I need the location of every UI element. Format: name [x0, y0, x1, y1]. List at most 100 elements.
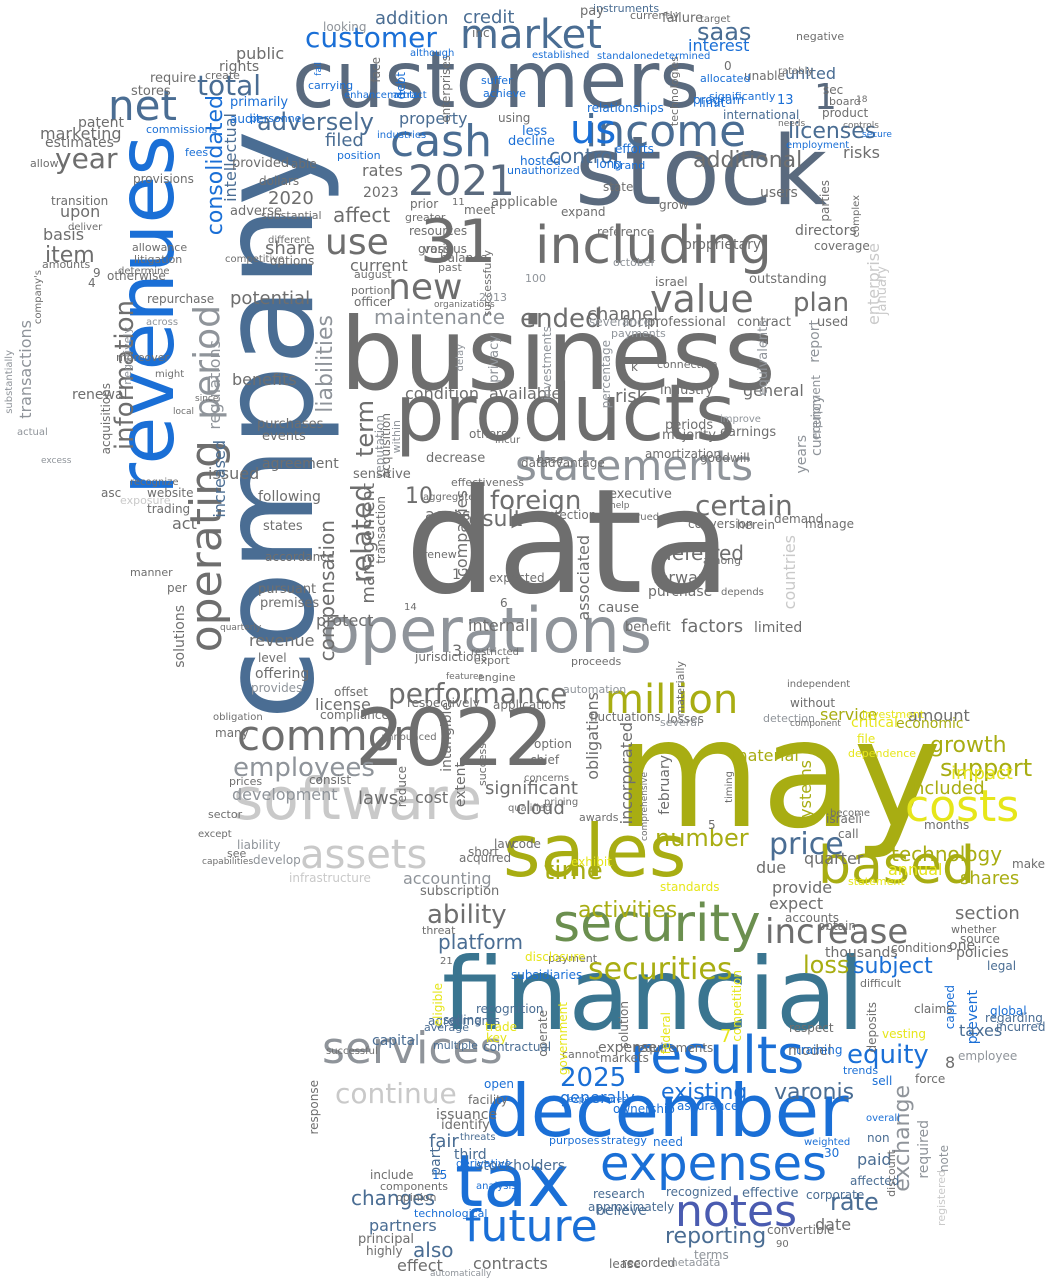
cloud-word: allocated	[700, 72, 751, 85]
cloud-word: discount	[885, 1150, 898, 1197]
cloud-word: lease	[609, 1257, 641, 1271]
cloud-word: several	[660, 716, 701, 729]
cloud-word: increased	[210, 440, 229, 518]
cloud-word: reduce	[395, 766, 409, 808]
cloud-word: incorporated	[617, 722, 636, 825]
cloud-word: activities	[578, 898, 678, 923]
cloud-word: engine	[478, 671, 516, 684]
cloud-word: income	[585, 106, 747, 157]
cloud-word: short	[468, 845, 499, 859]
cloud-word: commissions	[146, 123, 218, 136]
cloud-word: january	[875, 266, 890, 316]
cloud-word: development	[232, 785, 338, 804]
cloud-word: conditions	[891, 941, 953, 955]
cloud-word: past	[438, 261, 462, 274]
cloud-word: dependence	[848, 747, 917, 760]
cloud-word: stores	[131, 84, 171, 99]
cloud-word: cannot	[562, 1048, 600, 1061]
cloud-word: rights	[219, 59, 260, 75]
cloud-word: hosted	[520, 154, 561, 168]
cloud-word: expense	[598, 1040, 657, 1056]
cloud-word: filed	[325, 130, 364, 151]
cloud-word: software	[233, 765, 483, 833]
cloud-word: purchases	[257, 417, 324, 432]
cloud-word: 13	[777, 93, 794, 108]
cloud-word: various	[423, 242, 467, 256]
cloud-word: securities	[588, 952, 733, 987]
cloud-word: federal	[659, 1012, 673, 1055]
cloud-word: following	[258, 489, 321, 505]
cloud-word: stockholders	[476, 1158, 566, 1174]
cloud-word: protect	[316, 611, 374, 630]
cloud-word: customers	[292, 36, 700, 126]
cloud-word: carrying	[308, 79, 354, 92]
cloud-word: purposes	[549, 1134, 600, 1147]
cloud-word: fair	[429, 1131, 459, 1152]
cloud-word: thousands	[825, 945, 898, 961]
cloud-word: patent	[78, 115, 124, 131]
cloud-word: research	[593, 1187, 645, 1201]
cloud-word: amount	[908, 706, 970, 725]
cloud-word: open	[484, 1077, 514, 1091]
cloud-word: demand	[774, 512, 824, 526]
cloud-word: pricing	[544, 797, 579, 808]
cloud-word: ability	[427, 900, 507, 930]
cloud-word: risk	[615, 386, 648, 407]
cloud-word: applications	[493, 698, 566, 712]
cloud-word: moreover	[116, 351, 170, 364]
cloud-word: service	[820, 705, 878, 724]
cloud-word: negative	[796, 30, 845, 43]
cloud-word: export	[474, 654, 510, 667]
cloud-word: extent	[453, 762, 469, 808]
cloud-word: vesting	[882, 1027, 926, 1041]
cloud-word: one	[949, 938, 976, 954]
cloud-word: brand	[613, 159, 646, 172]
cloud-word: personnel	[250, 112, 305, 125]
cloud-word: sector	[208, 808, 243, 821]
cloud-word: limit	[699, 96, 726, 110]
cloud-word: percentage	[599, 340, 613, 409]
cloud-word: deposits	[865, 1002, 879, 1053]
cloud-word: additional	[693, 148, 803, 173]
cloud-word: 2013	[479, 291, 507, 304]
cloud-word: identify	[441, 1118, 490, 1133]
cloud-word: instruments	[593, 2, 660, 15]
cloud-word: channel	[587, 304, 659, 325]
cloud-word: issuance	[436, 1107, 498, 1123]
cloud-word: organizations	[434, 300, 495, 310]
cloud-word: sales	[503, 809, 687, 893]
cloud-word: cost	[415, 788, 449, 807]
cloud-word: less	[522, 124, 548, 139]
cloud-word: estimates	[45, 135, 114, 151]
cloud-word: contract	[737, 315, 791, 330]
cloud-word: upon	[60, 202, 101, 221]
cloud-word: affect	[333, 203, 391, 227]
cloud-word: code	[512, 837, 541, 851]
cloud-word: future	[465, 1201, 598, 1252]
cloud-word: financial	[442, 936, 865, 1053]
cloud-word: trade	[485, 1020, 517, 1034]
cloud-word: include	[370, 1168, 414, 1182]
cloud-word: effective	[742, 1186, 799, 1201]
cloud-word: inc	[472, 26, 490, 40]
cloud-word: affected	[850, 1174, 900, 1188]
cloud-word: law	[494, 837, 515, 851]
cloud-word: k	[631, 360, 638, 374]
cloud-word: efforts	[615, 142, 654, 156]
cloud-word: required	[916, 1120, 932, 1179]
cloud-word: delay	[455, 344, 466, 372]
cloud-word: use	[325, 222, 389, 263]
cloud-word: material	[732, 746, 799, 765]
cloud-word: expenses	[600, 1136, 828, 1192]
cloud-word: agreements	[428, 1014, 501, 1028]
cloud-word: technology	[891, 842, 1003, 866]
cloud-word: manner	[130, 566, 173, 579]
cloud-word: recognized	[666, 1185, 732, 1199]
cloud-word: trends	[843, 1064, 879, 1077]
cloud-word: see	[227, 847, 247, 860]
cloud-word: consist	[309, 773, 352, 787]
cloud-word: significant	[485, 778, 578, 799]
cloud-word: meet	[464, 203, 496, 217]
cloud-word: losses	[667, 712, 704, 726]
cloud-word: directors	[795, 223, 857, 239]
